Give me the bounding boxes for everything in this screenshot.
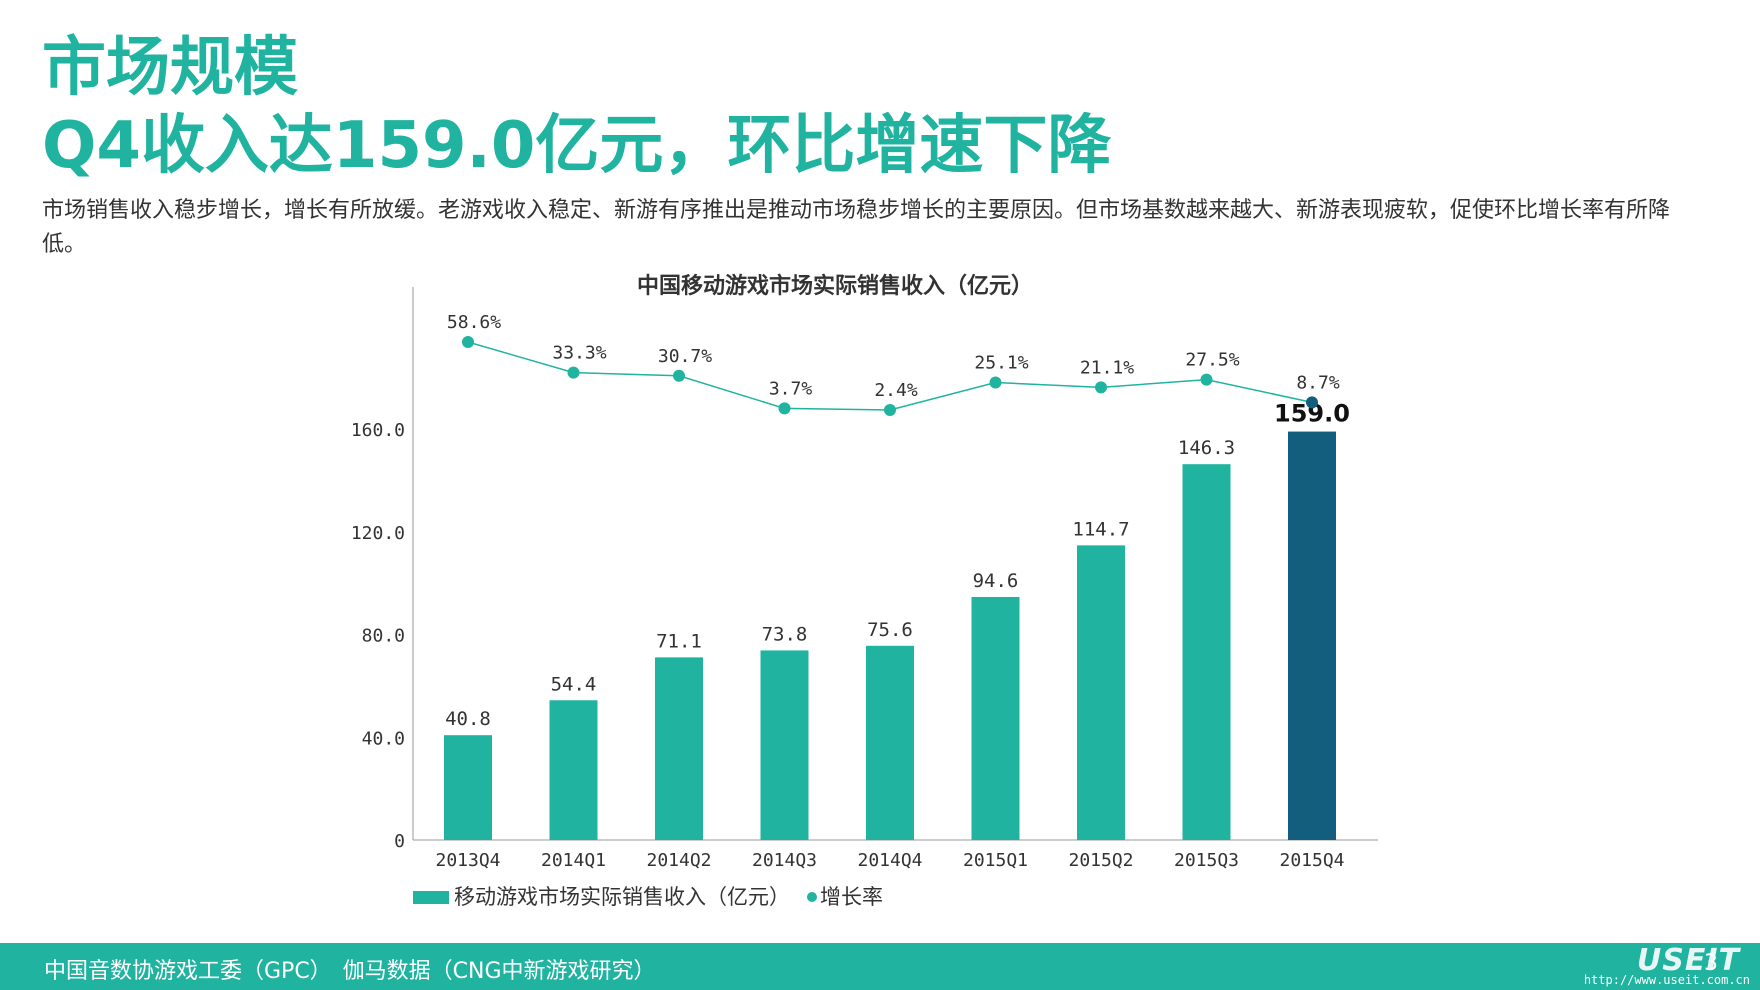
growth-rate-label: 21.1% <box>1080 357 1134 378</box>
page-title: 市场规模 <box>42 31 298 105</box>
x-tick-label: 2015Q4 <box>1279 850 1344 871</box>
y-tick-label: 80.0 <box>362 626 405 647</box>
bar <box>549 700 598 840</box>
logo-url: http://www.useit.com.cn <box>1583 973 1750 987</box>
growth-rate-label: 25.1% <box>974 353 1028 374</box>
bar <box>971 596 1020 840</box>
bar <box>444 735 492 840</box>
legend-line-label: 增长率 <box>820 885 883 909</box>
growth-rate-point <box>1095 381 1107 394</box>
chart-title: 中国移动游戏市场实际销售收入（亿元） <box>637 273 1033 299</box>
growth-rate-point <box>989 376 1002 389</box>
footer-bar: 中国音数协游戏工委（GPC） 伽马数据（CNG中新游戏研究） USEIT htt… <box>0 943 1760 990</box>
x-tick-label: 2014Q4 <box>857 850 922 871</box>
growth-rate-label: 58.6% <box>447 312 501 333</box>
useit-logo: USEIT <box>1636 943 1740 978</box>
revenue-chart: 中国移动游戏市场实际销售收入（亿元） 0 40.0 80.0 120.0 160.0 40.… <box>351 273 1378 909</box>
bar <box>1288 431 1336 840</box>
bar <box>866 645 914 840</box>
bar-value-label: 40.8 <box>445 708 491 730</box>
growth-rate-point <box>884 404 896 416</box>
legend-bar-label: 移动游戏市场实际销售收入（亿元） <box>454 885 790 909</box>
growth-rate-label: 3.7% <box>769 378 813 399</box>
growth-rate-label: 30.7% <box>658 346 712 367</box>
y-tick-label: 120.0 <box>351 523 405 544</box>
bar-value-label: 114.7 <box>1072 518 1129 540</box>
x-tick-label: 2014Q2 <box>646 850 711 871</box>
growth-rate-point <box>673 369 685 382</box>
x-tick-label: 2015Q1 <box>963 850 1028 871</box>
growth-rate-point <box>567 366 580 379</box>
x-tick-label: 2015Q3 <box>1174 850 1239 871</box>
growth-rate-point <box>778 402 791 415</box>
bar-value-label: 73.8 <box>762 623 808 645</box>
bar-value-label: 54.4 <box>551 673 597 695</box>
x-tick-label: 2013Q4 <box>435 850 500 871</box>
growth-rate-point <box>1200 373 1213 386</box>
y-tick-label: 0 <box>394 831 405 852</box>
growth-rate-point <box>462 336 474 348</box>
bar <box>760 650 809 840</box>
growth-rate-label: 8.7% <box>1296 372 1340 393</box>
legend-line-swatch <box>807 892 817 902</box>
bar-value-label: 146.3 <box>1178 437 1235 459</box>
bar-value-label: 75.6 <box>867 619 913 641</box>
y-tick-label: 160.0 <box>351 420 405 441</box>
bar-value-label: 71.1 <box>656 630 702 652</box>
description-text: 市场销售收入稳步增长，增长有所放缓。老游戏收入稳定、新游有序推出是推动市场稳步增… <box>42 198 1671 257</box>
bar <box>1182 464 1231 840</box>
y-tick-label: 40.0 <box>362 728 405 749</box>
x-tick-label: 2014Q3 <box>752 850 817 871</box>
page-subtitle: Q4收入达159.0亿元，环比增速下降 <box>42 109 1112 183</box>
x-tick-label: 2014Q1 <box>541 850 606 871</box>
bar <box>1077 545 1125 840</box>
bar-value-label: 94.6 <box>973 570 1019 592</box>
growth-rate-label: 33.3% <box>552 343 606 364</box>
growth-rate-label: 27.5% <box>1185 350 1239 371</box>
page-number: 3 <box>1704 951 1718 976</box>
growth-rate-point <box>1306 396 1318 409</box>
footer-source: 中国音数协游戏工委（GPC） 伽马数据（CNG中新游戏研究） <box>44 959 656 984</box>
legend-bar-swatch <box>413 891 449 904</box>
x-tick-label: 2015Q2 <box>1068 850 1133 871</box>
bar <box>655 657 703 840</box>
growth-rate-label: 2.4% <box>874 380 918 401</box>
